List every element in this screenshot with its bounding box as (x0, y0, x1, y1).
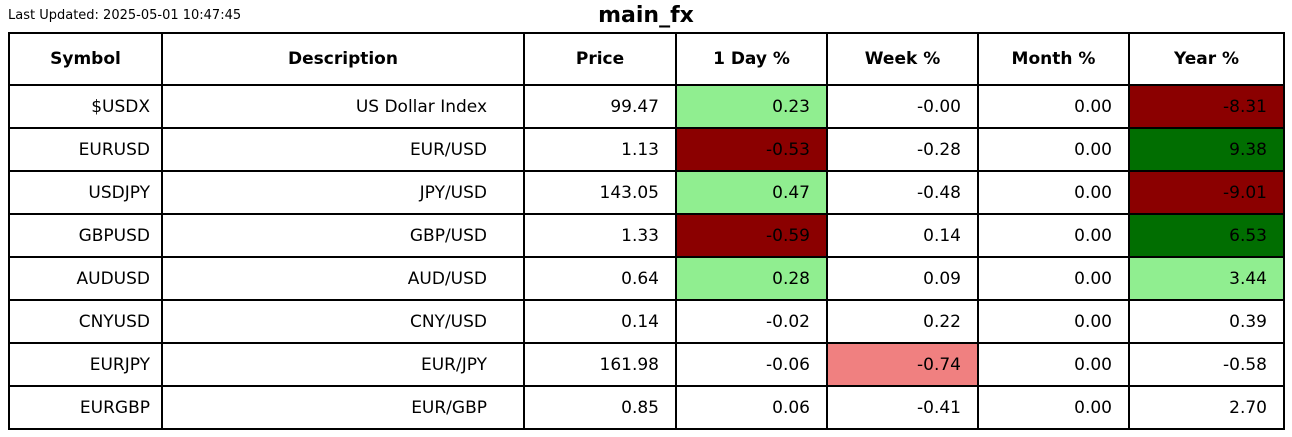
week-pct-cell: 0.14 (826, 213, 979, 258)
description-cell: EUR/USD (161, 127, 525, 172)
column-header-price: Price (523, 32, 677, 86)
day-pct-cell: 0.28 (675, 256, 828, 301)
month-pct-cell: 0.00 (977, 385, 1130, 430)
year-pct-cell: 9.38 (1128, 127, 1285, 172)
week-pct-cell: -0.41 (826, 385, 979, 430)
header-row: Symbol Description Price 1 Day % Week % Month… (8, 32, 1285, 86)
description-cell: EUR/JPY (161, 342, 525, 387)
month-pct-cell: 0.00 (977, 256, 1130, 301)
month-pct-cell: 0.00 (977, 213, 1130, 258)
table-row: USDJPY JPY/USD 143.05 0.47 -0.48 0.00 -9.01 (8, 170, 1285, 215)
table-row: AUDUSD AUD/USD 0.64 0.28 0.09 0.00 3.44 (8, 256, 1285, 301)
column-header-year-pct: Year % (1128, 32, 1285, 86)
symbol-cell: EURGBP (8, 385, 163, 430)
price-cell: 0.85 (523, 385, 677, 430)
page-title: main_fx (598, 3, 694, 28)
day-pct-cell: -0.53 (675, 127, 828, 172)
year-pct-cell: 3.44 (1128, 256, 1285, 301)
description-cell: CNY/USD (161, 299, 525, 344)
price-cell: 99.47 (523, 84, 677, 129)
year-pct-cell: -9.01 (1128, 170, 1285, 215)
symbol-cell: EURUSD (8, 127, 163, 172)
day-pct-cell: 0.23 (675, 84, 828, 129)
table-row: EURUSD EUR/USD 1.13 -0.53 -0.28 0.00 9.38 (8, 127, 1285, 172)
day-pct-cell: 0.06 (675, 385, 828, 430)
table-row: EURJPY EUR/JPY 161.98 -0.06 -0.74 0.00 -0.58 (8, 342, 1285, 387)
symbol-cell: GBPUSD (8, 213, 163, 258)
price-cell: 1.13 (523, 127, 677, 172)
column-header-description: Description (161, 32, 525, 86)
symbol-cell: CNYUSD (8, 299, 163, 344)
table-row: EURGBP EUR/GBP 0.85 0.06 -0.41 0.00 2.70 (8, 385, 1285, 430)
price-cell: 1.33 (523, 213, 677, 258)
table-body: $USDX US Dollar Index 99.47 0.23 -0.00 0.00 -8… (8, 84, 1285, 430)
week-pct-cell: -0.00 (826, 84, 979, 129)
column-header-day-pct: 1 Day % (675, 32, 828, 86)
table-row: $USDX US Dollar Index 99.47 0.23 -0.00 0.00 -8… (8, 84, 1285, 129)
month-pct-cell: 0.00 (977, 84, 1130, 129)
year-pct-cell: 6.53 (1128, 213, 1285, 258)
year-pct-cell: 2.70 (1128, 385, 1285, 430)
month-pct-cell: 0.00 (977, 170, 1130, 215)
symbol-cell: AUDUSD (8, 256, 163, 301)
year-pct-cell: -0.58 (1128, 342, 1285, 387)
last-updated-text: Last Updated: 2025-05-01 10:47:45 (8, 8, 242, 23)
month-pct-cell: 0.00 (977, 299, 1130, 344)
description-cell: JPY/USD (161, 170, 525, 215)
day-pct-cell: -0.59 (675, 213, 828, 258)
column-header-week-pct: Week % (826, 32, 979, 86)
description-cell: AUD/USD (161, 256, 525, 301)
week-pct-cell: -0.48 (826, 170, 979, 215)
week-pct-cell: 0.22 (826, 299, 979, 344)
column-header-month-pct: Month % (977, 32, 1130, 86)
fx-quotes-table: Symbol Description Price 1 Day % Week % Month… (8, 32, 1285, 430)
description-cell: GBP/USD (161, 213, 525, 258)
day-pct-cell: 0.47 (675, 170, 828, 215)
symbol-cell: EURJPY (8, 342, 163, 387)
table-row: CNYUSD CNY/USD 0.14 -0.02 0.22 0.00 0.39 (8, 299, 1285, 344)
symbol-cell: $USDX (8, 84, 163, 129)
month-pct-cell: 0.00 (977, 127, 1130, 172)
day-pct-cell: -0.02 (675, 299, 828, 344)
description-cell: US Dollar Index (161, 84, 525, 129)
week-pct-cell: -0.28 (826, 127, 979, 172)
description-cell: EUR/GBP (161, 385, 525, 430)
symbol-cell: USDJPY (8, 170, 163, 215)
price-cell: 0.14 (523, 299, 677, 344)
column-header-symbol: Symbol (8, 32, 163, 86)
week-pct-cell: -0.74 (826, 342, 979, 387)
year-pct-cell: 0.39 (1128, 299, 1285, 344)
table-row: GBPUSD GBP/USD 1.33 -0.59 0.14 0.00 6.53 (8, 213, 1285, 258)
month-pct-cell: 0.00 (977, 342, 1130, 387)
price-cell: 0.64 (523, 256, 677, 301)
price-cell: 161.98 (523, 342, 677, 387)
year-pct-cell: -8.31 (1128, 84, 1285, 129)
day-pct-cell: -0.06 (675, 342, 828, 387)
week-pct-cell: 0.09 (826, 256, 979, 301)
price-cell: 143.05 (523, 170, 677, 215)
